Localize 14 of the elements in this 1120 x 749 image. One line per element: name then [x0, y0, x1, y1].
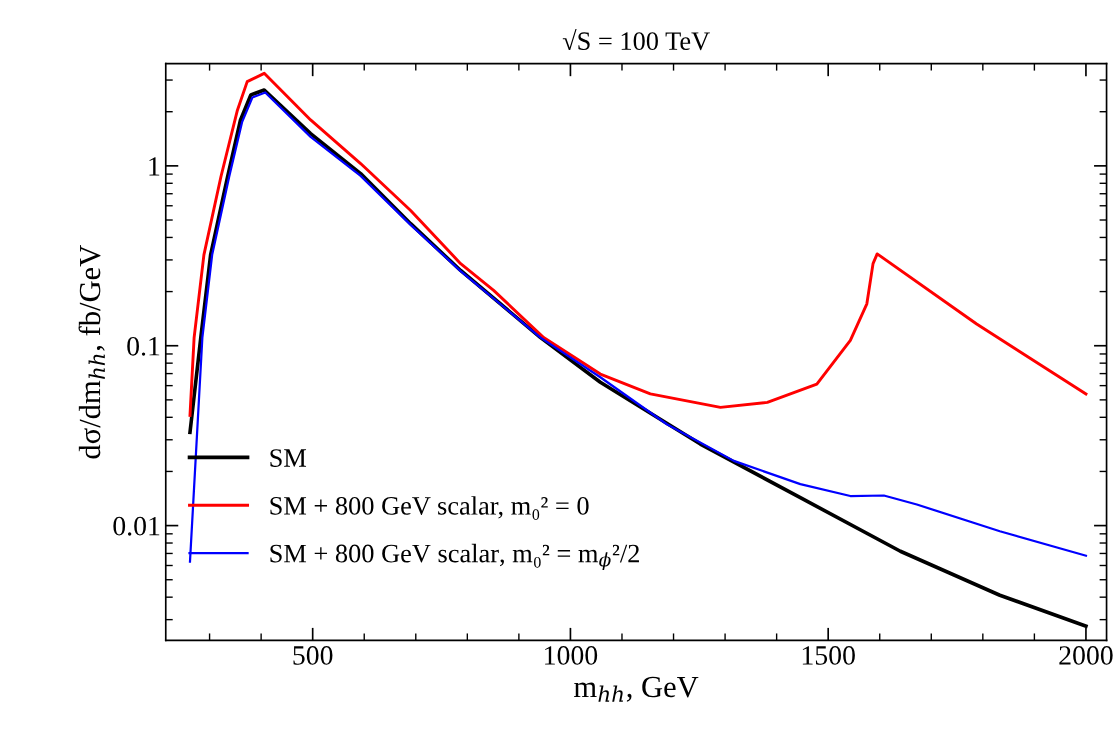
y-tick-label: 0.01 — [113, 516, 160, 536]
chart-title: √S = 100 TeV — [562, 28, 710, 51]
x-tick-label: 1500 — [802, 646, 855, 665]
x-tick-label: 1000 — [545, 646, 598, 665]
y-tick-label: 1 — [149, 157, 160, 176]
y-axis-title: dσ/dm$_{hh}$, fb/GeV — [78, 245, 105, 459]
y-tick-label: 0.1 — [127, 336, 160, 356]
line-series — [188, 71, 1088, 417]
x-tick-label: 2000 — [1059, 646, 1113, 665]
legend-label: SM + 800 GeV scalar, m₀² = 0 — [270, 496, 589, 520]
legend-label: SM + 800 GeV scalar, m₀² = m$_{ϕ}$²/2 — [270, 543, 639, 571]
legend-label: SM — [270, 449, 307, 467]
x-axis-title: m$_{hh}$, GeV — [574, 676, 699, 702]
x-tick-label: 500 — [293, 646, 333, 665]
